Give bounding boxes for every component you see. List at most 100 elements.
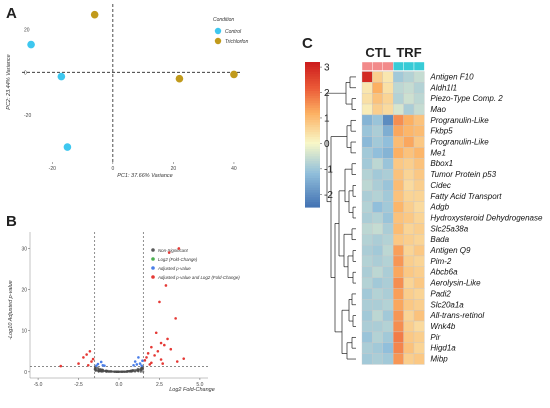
heatmap-cell bbox=[413, 125, 425, 137]
volcano-x-axis-label: Log2 Fold-Change bbox=[169, 387, 215, 393]
volcano-point-sig bbox=[164, 284, 168, 287]
heatmap-cell bbox=[361, 310, 373, 322]
volcano-point-padj bbox=[96, 362, 100, 366]
heatmap-cell bbox=[403, 114, 415, 126]
heatmap-cell bbox=[403, 255, 415, 267]
heatmap-cell bbox=[393, 244, 404, 257]
heatmap-cell bbox=[413, 342, 425, 354]
heatmap-row-label: Pir bbox=[430, 333, 440, 342]
heatmap-cell bbox=[403, 201, 415, 213]
heatmap-scale-swatch bbox=[305, 66, 320, 70]
volcano-point-nonsig bbox=[124, 370, 127, 373]
pca-x-tick-label: 40 bbox=[231, 166, 237, 172]
heatmap-cell bbox=[393, 288, 404, 300]
volcano-point-sig bbox=[146, 352, 150, 355]
heatmap-cell bbox=[393, 201, 404, 213]
heatmap-cell bbox=[393, 353, 404, 365]
heatmap-cell bbox=[403, 136, 415, 148]
heatmap-cell bbox=[413, 299, 425, 311]
heatmap-cell bbox=[372, 342, 383, 354]
volcano-legend-marker bbox=[151, 248, 155, 252]
heatmap-cell bbox=[382, 212, 394, 224]
heatmap-row-label: Bbox1 bbox=[430, 159, 453, 168]
panel-label-a: A bbox=[6, 5, 17, 22]
heatmap-scale-swatch bbox=[305, 86, 320, 90]
volcano-point-nonsig bbox=[108, 369, 112, 373]
volcano-point-sig bbox=[77, 362, 80, 365]
heatmap-group-trf-label: TRF bbox=[396, 45, 421, 60]
heatmap-scale-swatch bbox=[305, 158, 320, 162]
heatmap-scale-swatch bbox=[305, 192, 320, 196]
volcano-x-tick-label: 0.0 bbox=[116, 382, 123, 388]
heatmap-cell bbox=[413, 310, 425, 322]
heatmap-scale-swatch bbox=[305, 144, 320, 148]
heatmap-row-label: Adgb bbox=[429, 203, 449, 212]
pca-x-tick-label: 0 bbox=[111, 166, 114, 172]
volcano-point-nonsig bbox=[135, 368, 139, 372]
volcano-point-nonsig bbox=[140, 366, 143, 369]
heatmap-scale-swatch bbox=[305, 163, 320, 167]
heatmap-cell bbox=[361, 147, 373, 159]
pca-plot-area bbox=[22, 4, 240, 162]
heatmap-cell bbox=[413, 331, 425, 343]
heatmap-scale-swatch bbox=[305, 165, 320, 169]
heatmap-cell bbox=[361, 190, 373, 202]
volcano-legend-marker bbox=[151, 275, 155, 279]
heatmap-scale-swatch bbox=[305, 132, 320, 136]
heatmap-cell bbox=[361, 223, 373, 235]
heatmap-cell bbox=[361, 158, 373, 170]
heatmap-cell bbox=[393, 82, 404, 94]
heatmap-cell bbox=[393, 234, 404, 246]
heatmap-cell bbox=[403, 244, 415, 257]
volcano-legend: Non-Significant Log2 (Fold-Change) Adjuste… bbox=[151, 248, 240, 280]
volcano-point-sig bbox=[143, 359, 147, 362]
heatmap-row-label: Me1 bbox=[430, 148, 446, 157]
volcano-point-sig bbox=[150, 361, 153, 365]
volcano-y-tick-label: 10 bbox=[21, 329, 27, 335]
heatmap-row-label: Fkbp5 bbox=[430, 127, 453, 136]
heatmap-scale-swatch bbox=[305, 161, 320, 165]
volcano-point-sig bbox=[153, 354, 156, 357]
volcano-point-sig bbox=[167, 251, 171, 254]
heatmap-cell bbox=[403, 288, 415, 300]
heatmap-group-bar bbox=[393, 61, 404, 71]
volcano-point-padj bbox=[141, 359, 144, 363]
heatmap-cell bbox=[403, 103, 415, 116]
volcano-point-nonsig bbox=[94, 369, 97, 373]
volcano-point-nonsig bbox=[105, 370, 108, 373]
heatmap-cell bbox=[413, 93, 425, 105]
volcano-point-sig bbox=[182, 357, 186, 360]
heatmap-cell bbox=[413, 136, 425, 148]
heatmap-cell bbox=[361, 288, 373, 300]
heatmap-scale-swatch bbox=[305, 100, 320, 104]
heatmap-scale-swatch bbox=[305, 93, 320, 97]
heatmap-cell bbox=[393, 223, 404, 235]
heatmap-cell bbox=[393, 310, 404, 322]
heatmap-cell bbox=[382, 320, 394, 333]
volcano-point-sig bbox=[166, 337, 169, 341]
heatmap-cell bbox=[361, 103, 373, 116]
heatmap-row-label: Antigen Q9 bbox=[429, 246, 471, 255]
heatmap-cell bbox=[372, 310, 383, 322]
pca-y-axis-label: PC2: 23.44% Variance bbox=[6, 54, 12, 109]
heatmap-cell bbox=[382, 331, 394, 343]
heatmap-cell bbox=[361, 277, 373, 289]
heatmap-row-label: Bada bbox=[430, 235, 449, 244]
heatmap-cell bbox=[393, 342, 404, 354]
heatmap-cell bbox=[403, 277, 415, 289]
heatmap-cell bbox=[372, 353, 383, 365]
heatmap-scale-swatch bbox=[305, 88, 320, 92]
heatmap-cell bbox=[372, 125, 383, 137]
heatmap-scale-swatch bbox=[305, 105, 320, 109]
volcano-y-tick-label: 30 bbox=[21, 246, 27, 252]
volcano-point-sig bbox=[175, 360, 179, 363]
heatmap-row-label: Slc20a1a bbox=[430, 300, 464, 309]
heatmap-cell bbox=[361, 114, 373, 126]
heatmap-scale-swatch bbox=[305, 202, 320, 206]
heatmap-scale-swatch bbox=[305, 185, 320, 189]
heatmap-cell bbox=[393, 266, 404, 278]
heatmap-row-label: Aerolysin-Like bbox=[429, 279, 481, 288]
heatmap-row-label: Mao bbox=[430, 105, 446, 114]
volcano-point-sig bbox=[159, 341, 163, 345]
